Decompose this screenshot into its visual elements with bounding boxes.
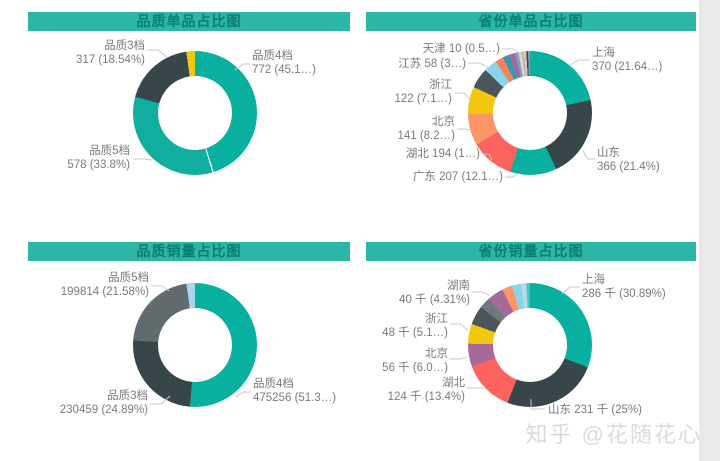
slice-label-quality3-sales: 品质3档 230459 (24.89%): [59, 390, 148, 416]
chart-title-province-units: 省份单品占比图: [366, 12, 696, 31]
chart-title-quality-sales: 品质销量占比图: [28, 242, 350, 261]
slice-label-beijing-units: 北京 141 (8.2…): [397, 116, 455, 142]
slice-label-quality5-sales: 品质5档 199814 (21.58%): [60, 272, 149, 298]
slice-label-beijing-sales: 北京 56 千 (6.0…): [382, 348, 448, 374]
right-gutter: [699, 0, 720, 461]
slice-label-quality3-units: 品质3档 317 (18.54%): [75, 40, 145, 66]
donut-hole: [493, 76, 567, 150]
chart-title-province-sales: 省份销量占比图: [366, 242, 696, 261]
donut-hole: [158, 308, 232, 382]
zhihu-watermark: 知乎 @花随花心: [525, 422, 702, 447]
slice-label-zhejiang-units: 浙江 122 (7.1…): [394, 79, 452, 105]
leader-line: [450, 323, 469, 332]
donut-chart-province-sales[interactable]: [468, 283, 592, 407]
leader-line: [569, 59, 590, 66]
leader-line: [449, 356, 468, 360]
slice-label-tianjin-units: 天津 10 (0.5…): [422, 43, 500, 55]
donut-chart-province-units[interactable]: [468, 51, 592, 175]
slice-label-shandong-units: 山东 366 (21.4%): [597, 147, 660, 173]
slice-label-zhejiang-sales: 浙江 48 千 (5.1…): [382, 313, 448, 339]
slice-label-hunan-sales: 湖南 40 千 (4.31%): [399, 280, 470, 306]
leader-line: [582, 150, 595, 160]
leader-line: [472, 291, 490, 296]
leader-line: [235, 391, 251, 398]
slice-label-jiangsu-units: 江苏 58 (3…): [398, 58, 466, 70]
slice-label-quality4-units: 品质4档 772 (45.1…): [252, 50, 316, 76]
donut-chart-quality-sales[interactable]: [133, 283, 257, 407]
donut-hole: [158, 76, 232, 150]
slice-label-guangdong-units: 广东 207 (12.1…): [412, 171, 503, 183]
slice-label-shanghai-units: 上海 370 (21.64…): [592, 47, 663, 73]
leader-line: [133, 158, 153, 161]
donut-hole: [493, 308, 567, 382]
leader-line: [457, 128, 471, 131]
slice-label-quality5-units: 品质5档 578 (33.8%): [67, 145, 130, 171]
slice-label-shanghai-sales: 上海 286 千 (30.89%): [582, 274, 666, 300]
leader-line: [455, 92, 471, 100]
chart-title-quality-units: 品质单品占比图: [28, 12, 350, 31]
donut-chart-quality-units[interactable]: [133, 51, 257, 175]
slice-label-quality4-sales: 品质4档 475256 (51.3…): [253, 378, 337, 404]
leader-line: [147, 49, 168, 58]
slice-label-hubei-sales: 湖北 124 千 (13.4%): [387, 377, 465, 403]
slice-label-shandong-sales: 山东 231 千 (25%): [548, 404, 642, 416]
leader-line: [468, 62, 490, 69]
slice-label-hubei-units: 湖北 194 (1…): [405, 148, 480, 160]
